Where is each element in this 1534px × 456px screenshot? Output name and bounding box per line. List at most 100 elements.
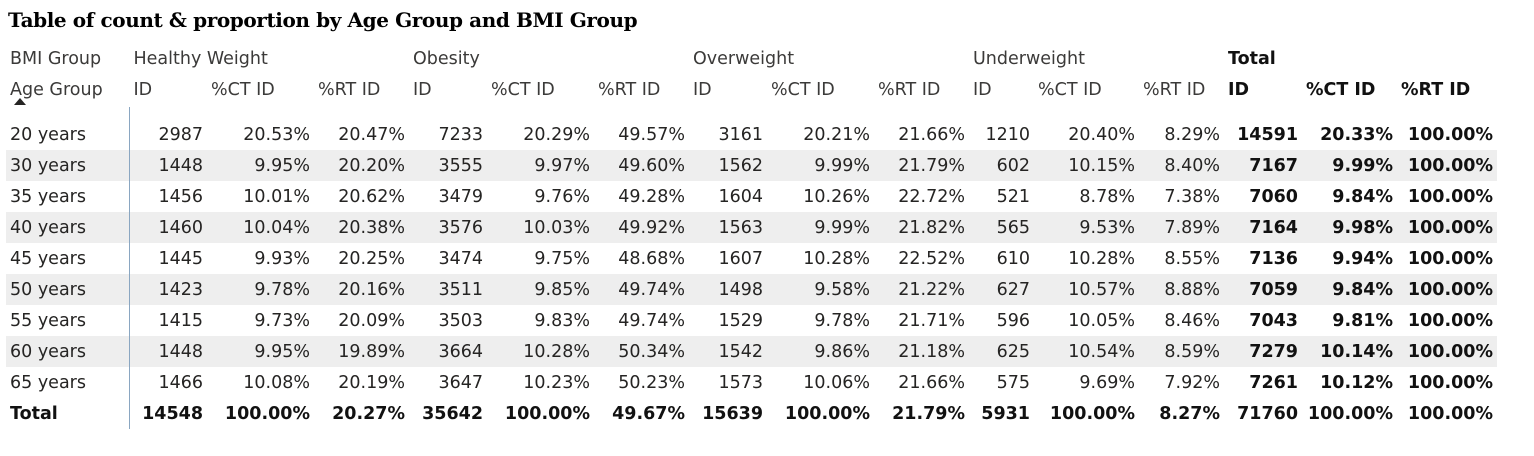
measure-header[interactable]: %CT ID — [1034, 74, 1139, 107]
measure-header[interactable]: ID — [1224, 74, 1302, 107]
table-cell: 1415 — [158, 310, 203, 331]
table-row[interactable]: 65 years 1466 10.08% 20.19% 3647 10.23% 50.23%… — [6, 367, 1497, 398]
table-cell: 9.84% — [1332, 186, 1393, 207]
measure-header[interactable]: ID — [129, 74, 207, 107]
table-cell: 10.54% — [1034, 336, 1139, 367]
total-cell: 20.27% — [332, 403, 405, 424]
table-cell: 627 — [969, 274, 1034, 305]
table-cell: 602 — [969, 150, 1034, 181]
table-cell: 21.22% — [874, 274, 969, 305]
column-group-header[interactable]: Total — [1228, 48, 1276, 69]
table-row[interactable]: 55 years 1415 9.73% 20.09% 3503 9.83% 49.74% 15… — [6, 305, 1497, 336]
table-cell: 8.29% — [1164, 124, 1220, 145]
table-cell: 9.58% — [767, 274, 874, 305]
table-cell: 1573 — [718, 372, 763, 393]
table-row[interactable]: 35 years 1456 10.01% 20.62% 3479 9.76% 49.28% 1… — [6, 181, 1497, 212]
table-cell: 1210 — [985, 124, 1030, 145]
measure-header[interactable]: ID — [969, 74, 1034, 107]
table-cell: 9.75% — [534, 248, 590, 269]
table-cell: 1466 — [158, 372, 203, 393]
column-group-header[interactable]: Healthy Weight — [133, 48, 268, 69]
table-cell: 1498 — [689, 274, 767, 305]
column-group-header[interactable]: Underweight — [973, 48, 1085, 69]
table-cell: 1460 — [129, 212, 207, 243]
measure-header[interactable]: %CT ID — [207, 74, 314, 107]
total-cell: 100.00% — [1307, 403, 1393, 424]
row-label: 35 years — [6, 181, 130, 212]
table-cell: 100.00% — [1407, 372, 1493, 393]
table-cell: 20.47% — [338, 124, 405, 145]
table-row[interactable]: 45 years 1445 9.93% 20.25% 3474 9.75% 48.68% 16… — [6, 243, 1497, 274]
measure-header[interactable]: %RT ID — [1139, 74, 1224, 107]
table-cell: 21.66% — [898, 372, 965, 393]
table-cell: 9.99% — [1302, 150, 1397, 181]
table-cell: 49.28% — [618, 186, 685, 207]
total-cell: 100.00% — [504, 403, 590, 424]
table-cell: 2987 — [158, 124, 203, 145]
measure-header[interactable]: %RT ID — [594, 74, 689, 107]
measure-header[interactable]: ID — [689, 74, 767, 107]
row-field-label[interactable]: Age Group — [6, 74, 129, 107]
column-group-header[interactable]: Obesity — [413, 48, 480, 69]
table-cell: 9.99% — [767, 150, 874, 181]
table-cell: 20.19% — [338, 372, 405, 393]
table-cell: 7060 — [1249, 186, 1298, 207]
table-cell: 8.88% — [1139, 274, 1224, 305]
table-cell: 9.94% — [1332, 248, 1393, 269]
measure-header[interactable]: %RT ID — [874, 74, 969, 107]
measure-header[interactable]: %RT ID — [1397, 74, 1497, 107]
table-cell: 20.53% — [243, 124, 310, 145]
table-cell: 8.55% — [1164, 248, 1220, 269]
measure-header[interactable]: %CT ID — [1302, 74, 1397, 107]
table-cell: 9.83% — [534, 310, 590, 331]
table-cell: 9.78% — [814, 310, 870, 331]
table-cell: 100.00% — [1397, 212, 1497, 243]
table-cell: 22.72% — [898, 186, 965, 207]
total-cell: 35642 — [422, 403, 483, 424]
table-cell: 1448 — [129, 150, 207, 181]
total-cell: 100.00% — [1407, 403, 1493, 424]
table-cell: 22.52% — [898, 248, 965, 269]
row-label: 60 years — [6, 336, 130, 367]
table-cell: 3474 — [438, 248, 483, 269]
table-cell: 10.06% — [803, 372, 870, 393]
table-cell: 10.26% — [803, 186, 870, 207]
measure-header[interactable]: %CT ID — [487, 74, 594, 107]
table-cell: 7.92% — [1164, 372, 1220, 393]
row-label: 30 years — [6, 150, 130, 181]
table-cell: 21.66% — [898, 124, 965, 145]
measure-header[interactable]: %RT ID — [314, 74, 409, 107]
table-row[interactable]: 20 years 2987 20.53% 20.47% 7233 20.29% 49.57%… — [6, 119, 1497, 150]
measure-header[interactable]: %CT ID — [767, 74, 874, 107]
table-row[interactable]: 30 years 1448 9.95% 20.20% 3555 9.97% 49.60% 15… — [6, 150, 1497, 181]
table-row[interactable]: 40 years 1460 10.04% 20.38% 3576 10.03% 49.92%… — [6, 212, 1497, 243]
table-cell: 20.40% — [1068, 124, 1135, 145]
table-cell: 20.33% — [1320, 124, 1393, 145]
table-cell: 20.21% — [803, 124, 870, 145]
table-cell: 3576 — [409, 212, 487, 243]
table-cell: 3511 — [409, 274, 487, 305]
table-cell: 20.62% — [338, 186, 405, 207]
table-cell: 21.79% — [874, 150, 969, 181]
table-row[interactable]: 50 years 1423 9.78% 20.16% 3511 9.85% 49.74% 14… — [6, 274, 1497, 305]
sort-ascending-icon[interactable] — [14, 97, 26, 105]
table-cell: 48.68% — [618, 248, 685, 269]
total-row-label: Total — [6, 398, 130, 429]
table-cell: 10.14% — [1302, 336, 1397, 367]
table-cell: 9.93% — [254, 248, 310, 269]
measure-header[interactable]: ID — [409, 74, 487, 107]
row-label: 45 years — [6, 243, 130, 274]
table-cell: 8.78% — [1079, 186, 1135, 207]
table-cell: 1448 — [129, 336, 207, 367]
table-title: Table of count & proportion by Age Group… — [8, 8, 638, 32]
table-cell: 7.38% — [1164, 186, 1220, 207]
table-row[interactable]: 60 years 1448 9.95% 19.89% 3664 10.28% 50.34% 1… — [6, 336, 1497, 367]
table-cell: 8.40% — [1139, 150, 1224, 181]
table-cell: 9.73% — [254, 310, 310, 331]
table-cell: 8.46% — [1164, 310, 1220, 331]
table-cell: 9.69% — [1079, 372, 1135, 393]
column-group-header[interactable]: Overweight — [693, 48, 795, 69]
table-cell: 49.74% — [594, 274, 689, 305]
table-cell: 610 — [996, 248, 1030, 269]
table-cell: 9.53% — [1034, 212, 1139, 243]
